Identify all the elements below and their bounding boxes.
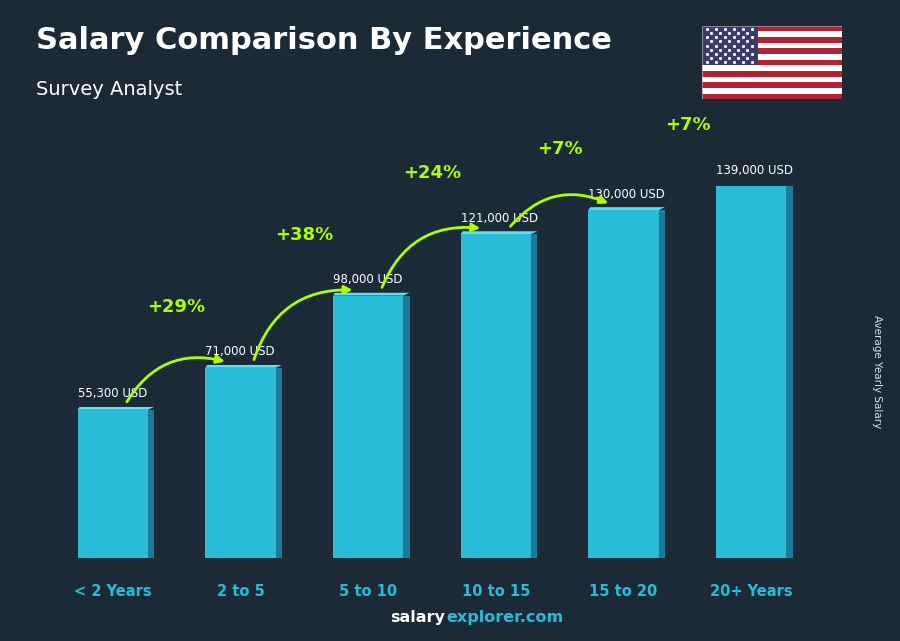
Text: +7%: +7% <box>537 140 582 158</box>
FancyBboxPatch shape <box>205 368 275 558</box>
Text: +7%: +7% <box>665 116 710 134</box>
Text: 130,000 USD: 130,000 USD <box>589 188 665 201</box>
Bar <box>702 43 842 48</box>
FancyBboxPatch shape <box>77 410 148 558</box>
Polygon shape <box>461 231 537 234</box>
Bar <box>702 54 842 60</box>
Bar <box>702 94 842 99</box>
Text: 55,300 USD: 55,300 USD <box>77 387 147 401</box>
Text: 10 to 15: 10 to 15 <box>462 584 530 599</box>
Bar <box>702 26 842 31</box>
Bar <box>702 31 842 37</box>
Bar <box>702 82 842 88</box>
Text: Survey Analyst: Survey Analyst <box>36 80 182 99</box>
Text: explorer.com: explorer.com <box>446 610 563 625</box>
Text: 2 to 5: 2 to 5 <box>217 584 265 599</box>
Polygon shape <box>787 186 793 558</box>
FancyBboxPatch shape <box>589 210 659 558</box>
Text: 20+ Years: 20+ Years <box>710 584 793 599</box>
Text: +38%: +38% <box>275 226 333 244</box>
Text: 5 to 10: 5 to 10 <box>339 584 397 599</box>
Polygon shape <box>659 210 665 558</box>
Bar <box>702 26 758 65</box>
Bar <box>702 48 842 54</box>
Text: salary: salary <box>390 610 445 625</box>
Text: 98,000 USD: 98,000 USD <box>333 273 402 287</box>
Polygon shape <box>589 207 665 210</box>
Text: 121,000 USD: 121,000 USD <box>461 212 538 225</box>
Text: Salary Comparison By Experience: Salary Comparison By Experience <box>36 26 612 54</box>
FancyBboxPatch shape <box>461 234 531 558</box>
Text: Average Yearly Salary: Average Yearly Salary <box>872 315 883 428</box>
Bar <box>702 77 842 82</box>
Polygon shape <box>77 407 154 410</box>
Bar <box>702 71 842 77</box>
Bar <box>702 37 842 43</box>
Bar <box>702 60 842 65</box>
Polygon shape <box>275 368 282 558</box>
Polygon shape <box>205 365 282 368</box>
Polygon shape <box>403 296 410 558</box>
Text: +24%: +24% <box>403 164 461 182</box>
Polygon shape <box>333 293 410 296</box>
Text: 71,000 USD: 71,000 USD <box>205 345 274 358</box>
Polygon shape <box>531 234 537 558</box>
Polygon shape <box>716 183 793 186</box>
Text: +29%: +29% <box>148 297 205 316</box>
Text: < 2 Years: < 2 Years <box>74 584 151 599</box>
Bar <box>702 88 842 94</box>
Text: 139,000 USD: 139,000 USD <box>716 163 793 177</box>
FancyBboxPatch shape <box>333 296 403 558</box>
Bar <box>702 65 842 71</box>
Polygon shape <box>148 410 154 558</box>
FancyBboxPatch shape <box>716 186 787 558</box>
Text: 15 to 20: 15 to 20 <box>590 584 658 599</box>
